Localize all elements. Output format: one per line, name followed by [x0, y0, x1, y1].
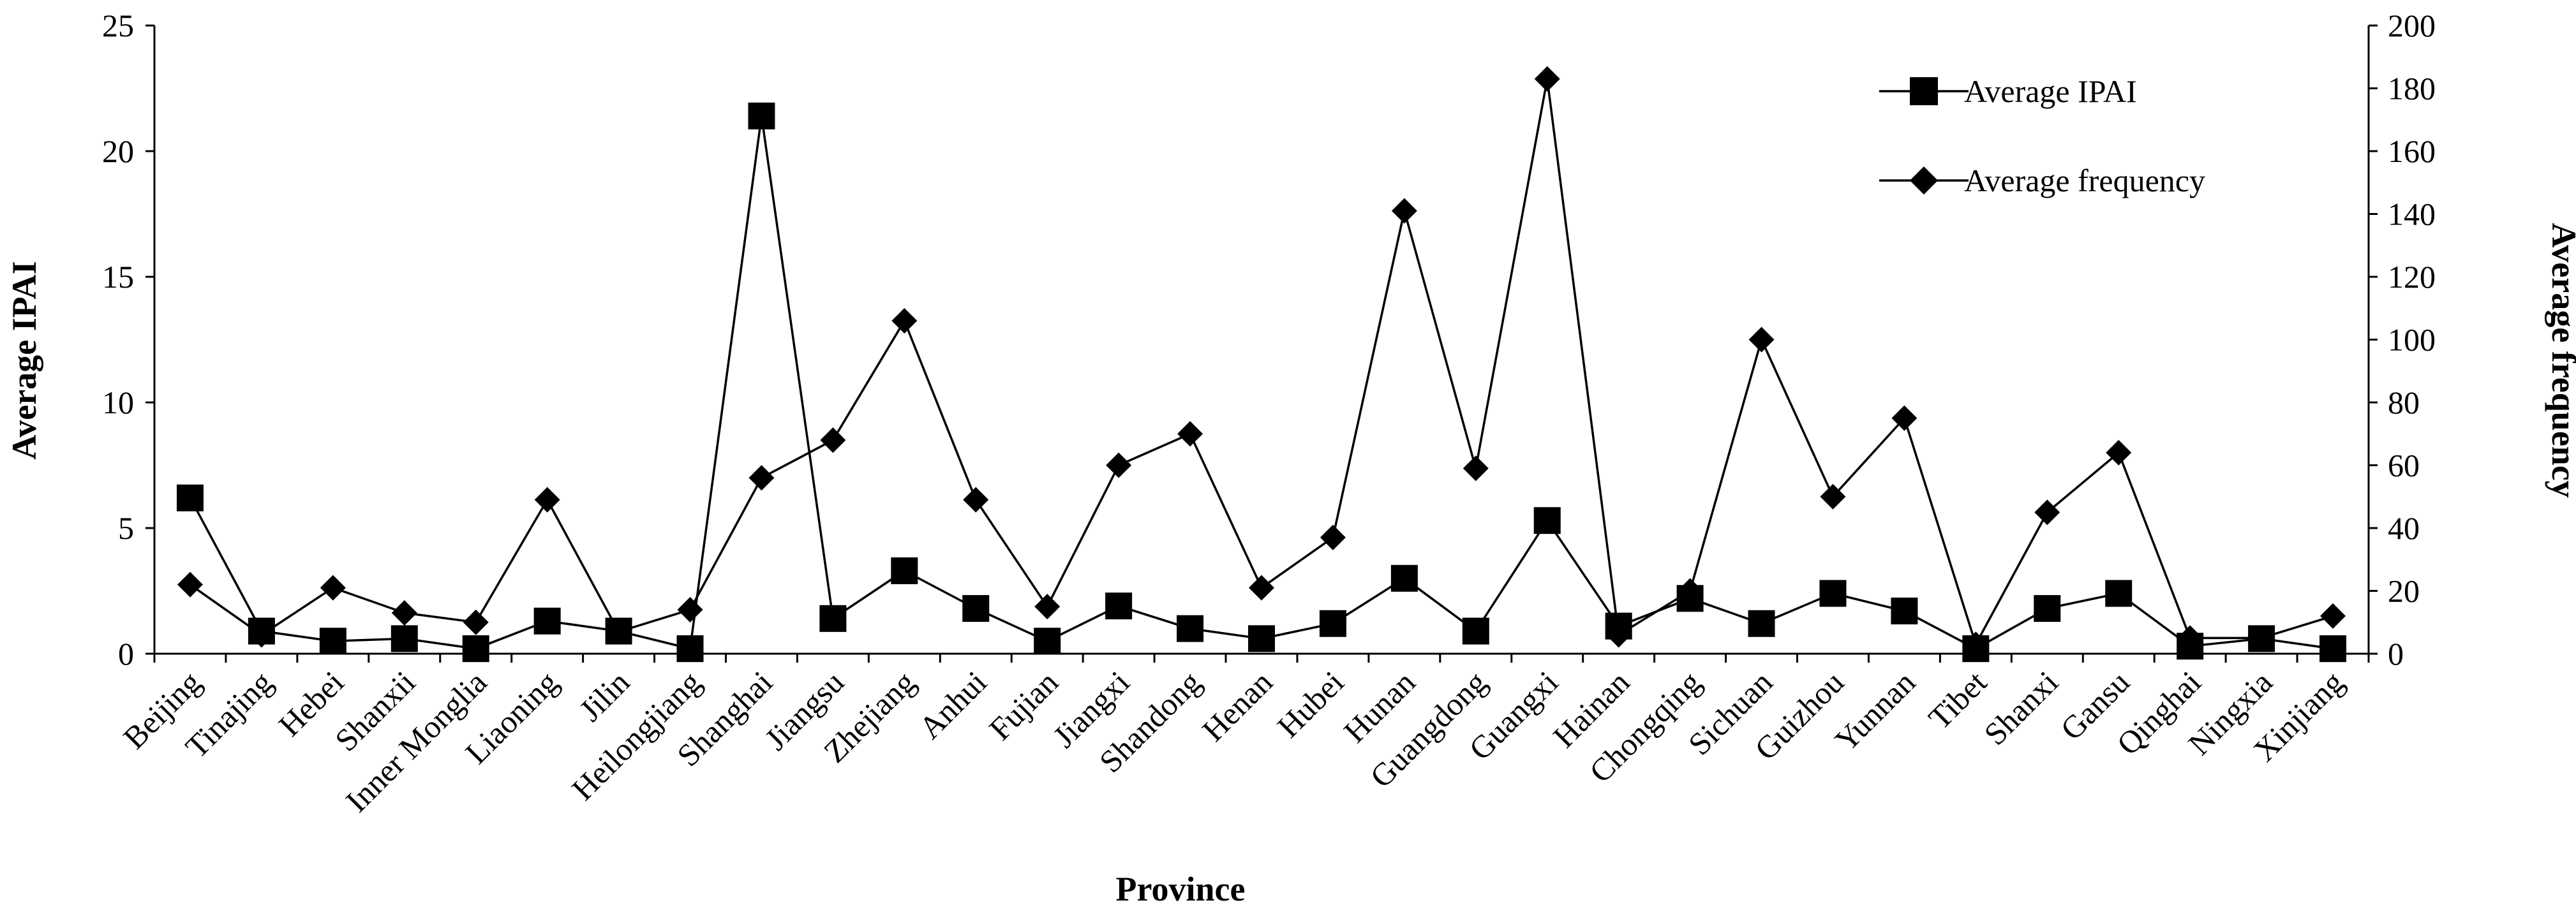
- data-point-diamond: [391, 599, 417, 626]
- data-point-diamond: [1534, 66, 1560, 92]
- data-point-diamond: [2106, 439, 2132, 466]
- right-y-tick-label: 200: [2388, 8, 2436, 43]
- data-point-square: [1105, 592, 1133, 620]
- data-point-diamond: [1677, 578, 1703, 604]
- right-y-tick-label: 140: [2388, 196, 2436, 232]
- data-point-square: [1891, 598, 1918, 625]
- left-y-tick-label: 15: [102, 259, 134, 295]
- data-point-square: [748, 102, 775, 129]
- x-tick-label: Henan: [1195, 664, 1279, 748]
- data-point-diamond: [248, 622, 274, 648]
- legend-label-ipai: Average IPAI: [1964, 73, 2137, 109]
- data-point-diamond: [1249, 575, 1274, 601]
- data-point-square: [1248, 625, 1275, 652]
- data-point-diamond: [463, 609, 489, 635]
- axes: [153, 26, 2370, 655]
- x-tick-label: Shanxi: [1977, 664, 2065, 752]
- data-point-square: [962, 595, 990, 622]
- data-point-diamond: [2249, 625, 2275, 651]
- data-point-square: [1748, 610, 1775, 637]
- right-y-tick-label: 20: [2388, 573, 2420, 609]
- x-tick-label: Anhui: [912, 664, 994, 746]
- data-point-diamond: [1463, 455, 1489, 482]
- right-y-tick-label: 40: [2388, 510, 2420, 546]
- data-point-diamond: [963, 487, 989, 513]
- series-average-frequency: [177, 66, 2346, 658]
- data-point-diamond: [2034, 499, 2060, 526]
- right-y-ticks: 0 20 40 60 80 100 120 140 160 180 200: [2369, 8, 2436, 672]
- data-point-diamond: [1177, 421, 1203, 447]
- left-y-axis-title: Average IPAI: [5, 261, 43, 459]
- data-point-square: [1034, 628, 1061, 655]
- data-point-diamond: [820, 427, 846, 453]
- data-point-square: [1319, 610, 1346, 637]
- data-point-diamond: [606, 619, 632, 645]
- x-tick-label: Yunnan: [1828, 664, 1923, 758]
- right-y-tick-label: 0: [2388, 636, 2404, 672]
- data-point-diamond: [1820, 483, 1846, 510]
- data-point-diamond: [891, 307, 918, 334]
- legend: Average IPAI Average frequency: [1879, 73, 2205, 198]
- right-y-tick-label: 120: [2388, 259, 2436, 295]
- data-point-square: [1533, 507, 1561, 534]
- data-point-square: [319, 628, 346, 655]
- right-y-axis-title: Average frequency: [2545, 223, 2576, 497]
- data-point-diamond: [1320, 524, 1346, 550]
- data-point-diamond: [1605, 622, 1632, 648]
- data-point-diamond: [748, 465, 775, 491]
- data-point-square: [176, 484, 204, 511]
- data-point-diamond: [2320, 603, 2346, 629]
- data-point-diamond: [320, 575, 346, 601]
- legend-item-average-ipai: Average IPAI: [1879, 73, 2137, 109]
- x-tick-label: Hubei: [1270, 664, 1351, 744]
- legend-square-marker-icon: [1910, 77, 1938, 105]
- legend-label-frequency: Average frequency: [1964, 163, 2205, 198]
- data-point-diamond: [534, 487, 560, 513]
- right-y-tick-label: 100: [2388, 322, 2436, 358]
- data-point-diamond: [1963, 631, 1989, 658]
- left-y-ticks: 0 5 10 15 20 25: [102, 8, 154, 672]
- right-y-tick-label: 160: [2388, 133, 2436, 169]
- data-point-square: [1819, 580, 1847, 607]
- left-y-tick-label: 25: [102, 8, 134, 43]
- x-tick-label: Jilin: [572, 664, 637, 728]
- data-point-square: [2105, 580, 2133, 607]
- right-y-tick-label: 60: [2388, 448, 2420, 483]
- data-point-square: [1390, 564, 1418, 592]
- data-point-square: [2319, 635, 2347, 663]
- series-layer: [176, 66, 2347, 663]
- left-y-tick-label: 0: [118, 636, 134, 672]
- data-point-square: [533, 607, 561, 635]
- data-point-diamond: [1106, 452, 1132, 478]
- x-axis-title: Province: [1116, 870, 1246, 908]
- data-point-diamond: [1034, 594, 1061, 620]
- data-point-square: [1462, 617, 1489, 645]
- data-point-diamond: [1891, 405, 1917, 431]
- data-point-diamond: [177, 571, 203, 598]
- data-point-diamond: [677, 597, 703, 623]
- left-y-tick-label: 5: [118, 510, 134, 546]
- right-y-tick-label: 80: [2388, 385, 2420, 420]
- data-point-square: [676, 635, 704, 663]
- left-y-tick-label: 10: [102, 385, 134, 420]
- right-y-tick-label: 180: [2388, 71, 2436, 107]
- legend-diamond-marker-icon: [1910, 166, 1938, 195]
- data-point-diamond: [1748, 327, 1775, 353]
- data-point-square: [1177, 615, 1204, 642]
- data-point-square: [891, 557, 918, 584]
- data-point-square: [462, 635, 489, 663]
- data-point-square: [391, 625, 418, 652]
- data-point-diamond: [2177, 625, 2203, 651]
- data-point-square: [2034, 595, 2061, 622]
- data-point-diamond: [1391, 198, 1417, 224]
- legend-item-average-frequency: Average frequency: [1879, 163, 2205, 198]
- left-y-tick-label: 20: [102, 133, 134, 169]
- data-point-square: [819, 605, 847, 632]
